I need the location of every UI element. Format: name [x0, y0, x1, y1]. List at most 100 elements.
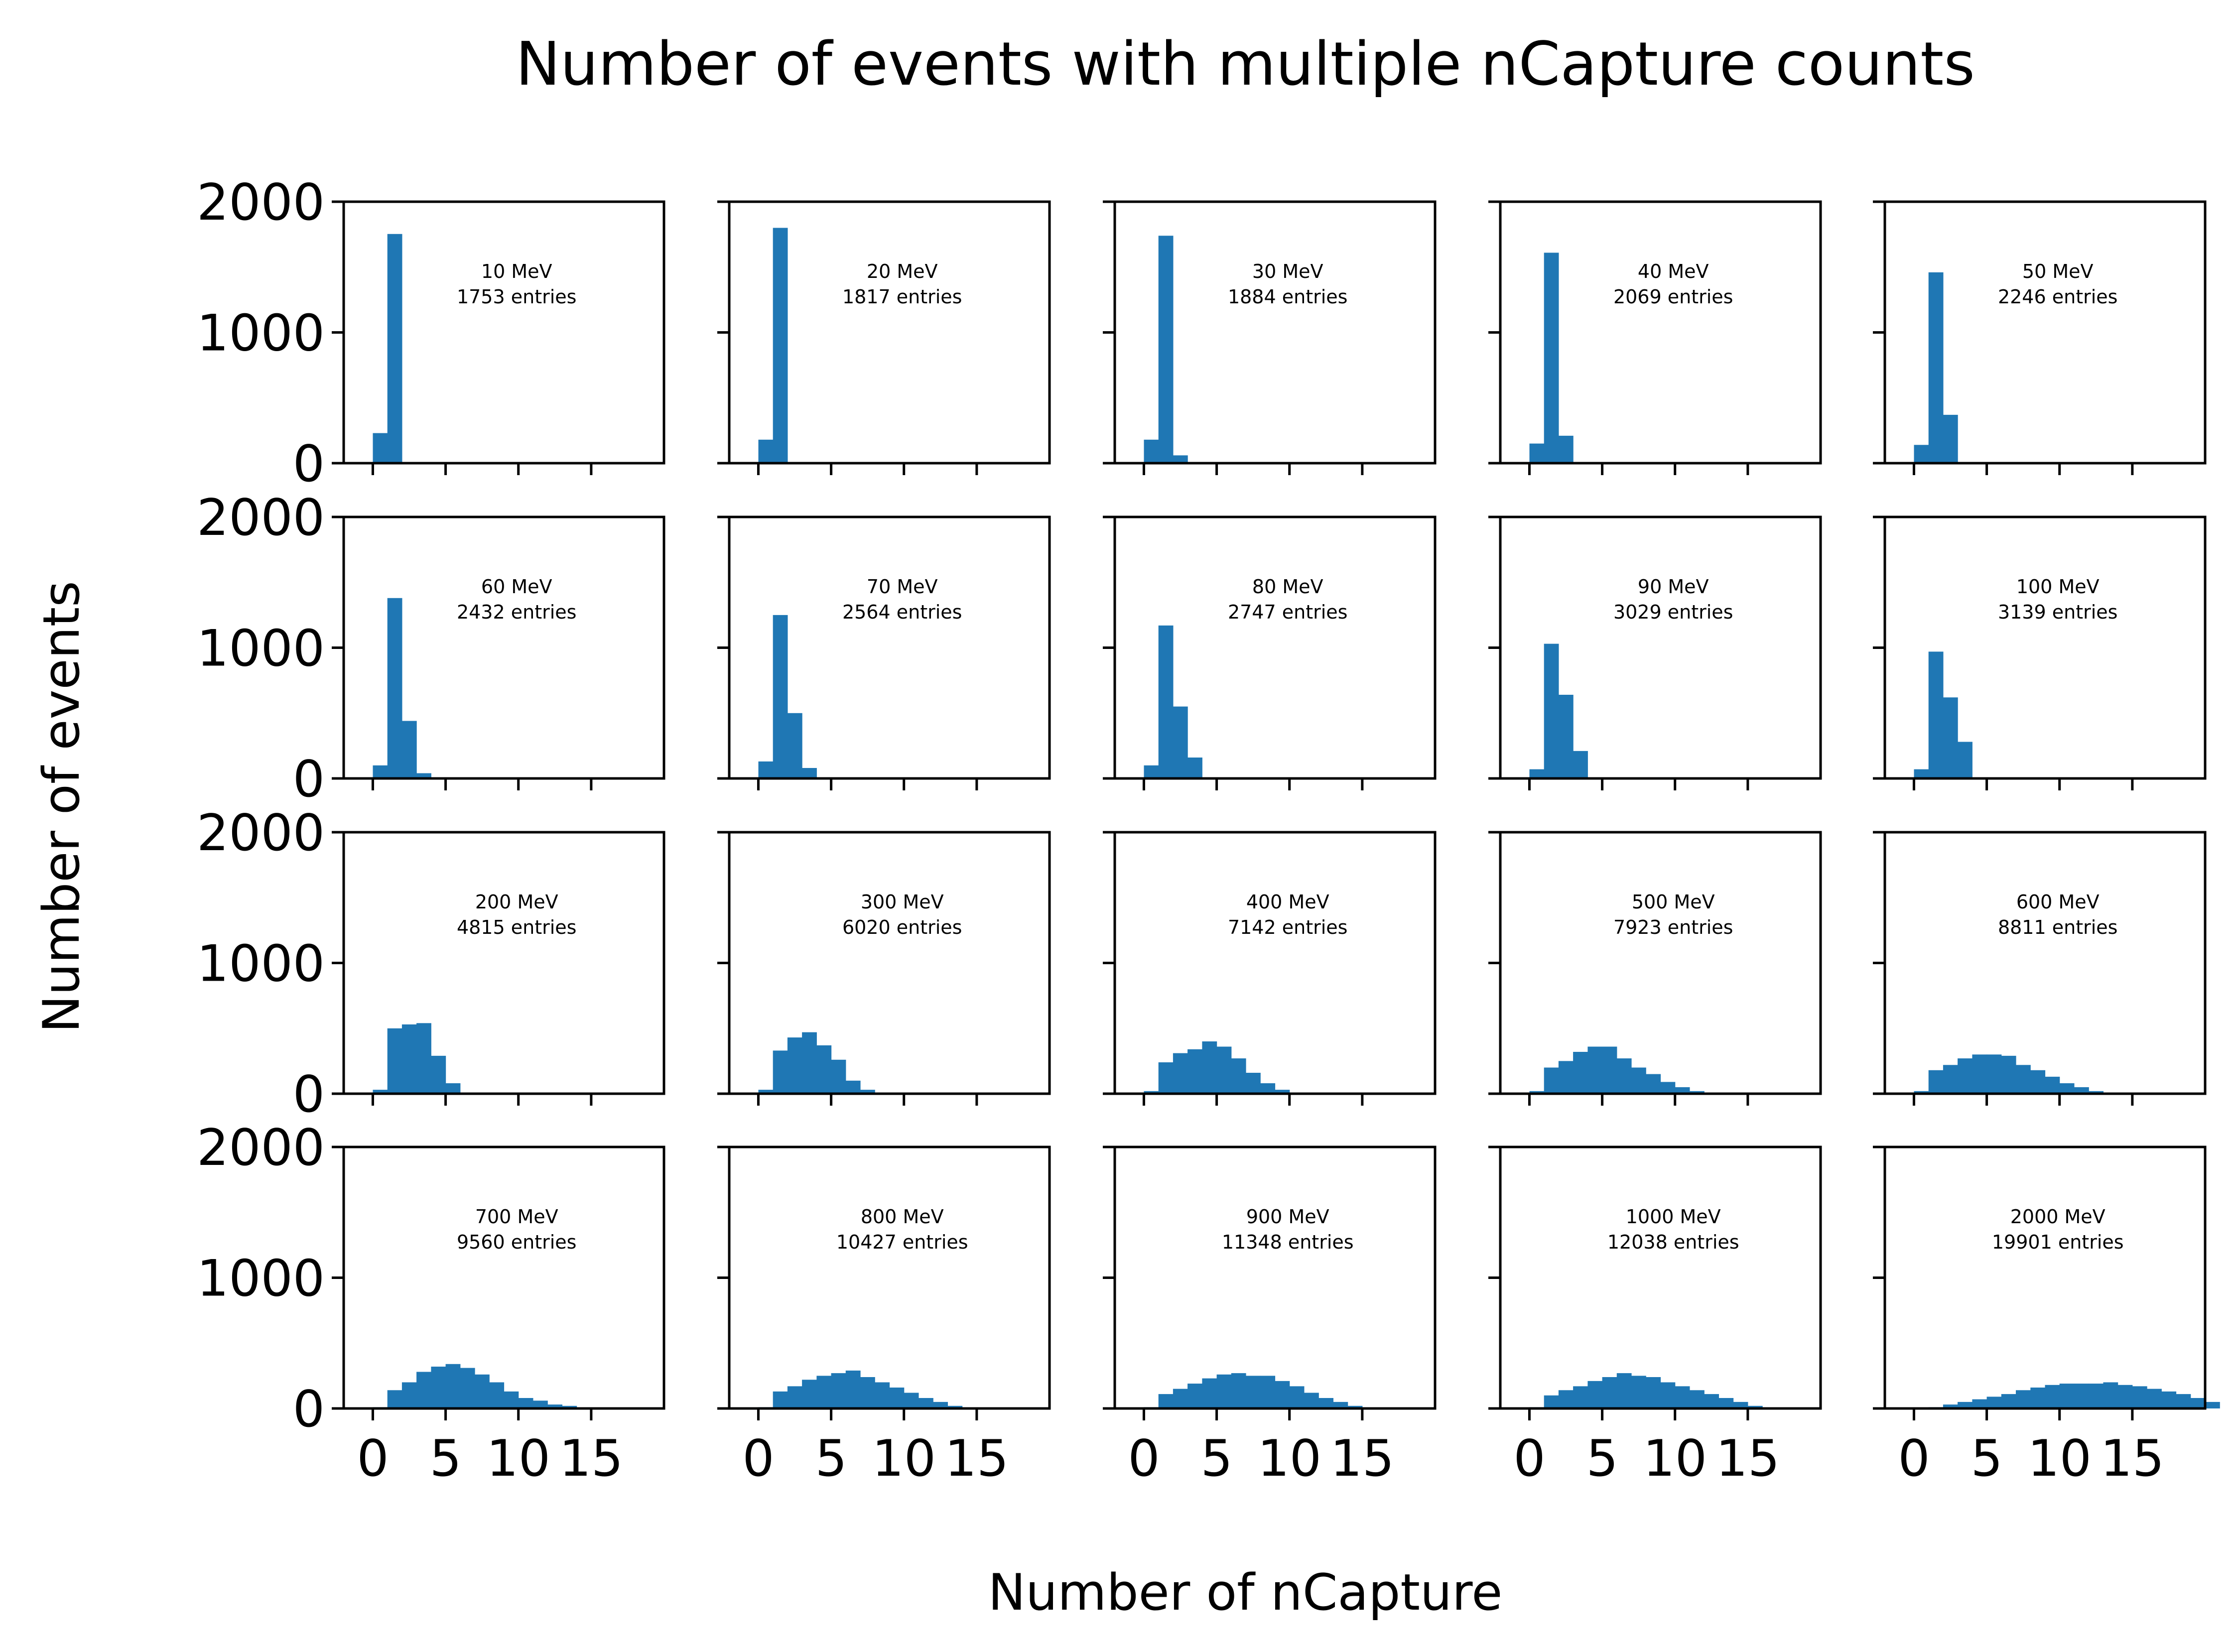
panel-entries-label: 7923 entries [1613, 916, 1733, 938]
histogram-bar [1173, 1053, 1188, 1094]
histogram-bar [831, 1373, 846, 1408]
panel-entries-label: 10427 entries [836, 1231, 968, 1253]
histogram-bar [2016, 1065, 2031, 1094]
panel-entries-label: 1884 entries [1228, 286, 1348, 308]
panel-entries-label: 1753 entries [457, 286, 577, 308]
y-tick-label: 0 [293, 1380, 325, 1438]
histogram-bar [387, 1028, 402, 1094]
histogram-bar [1573, 1052, 1588, 1094]
x-tick-label: 10 [1257, 1429, 1321, 1488]
histogram-panel: 0 1000 2000 60 MeV 2432 entries [197, 488, 665, 808]
panel-energy-label: 30 MeV [1252, 260, 1323, 282]
histogram-panel: 20 MeV 1817 entries [717, 200, 1051, 475]
histogram-bar [1544, 1067, 1559, 1094]
histogram-bar [1529, 1091, 1545, 1094]
histogram-bar [2045, 1076, 2060, 1094]
x-tick-label: 15 [945, 1429, 1009, 1488]
histogram-bar [2045, 1385, 2060, 1409]
histogram-bar [2161, 1391, 2177, 1408]
histogram-bar [387, 234, 402, 463]
histogram-bar [401, 721, 417, 778]
histogram-bar [1347, 1405, 1363, 1409]
histogram-bar [2205, 1401, 2220, 1408]
panel-energy-label: 800 MeV [861, 1206, 944, 1228]
panel-energy-label: 1000 MeV [1626, 1206, 1721, 1228]
histogram-bar [1602, 1046, 1617, 1094]
histogram-bar [1173, 455, 1188, 464]
histogram-panel: 300 MeV 6020 entries [717, 831, 1051, 1106]
panel-energy-label: 90 MeV [1638, 576, 1709, 598]
histogram-bar [1158, 1394, 1174, 1408]
histogram-bar [373, 765, 388, 779]
panel-entries-label: 8811 entries [1998, 916, 2118, 938]
histogram-bar [1675, 1087, 1690, 1094]
histogram-bar [904, 1393, 919, 1408]
histogram-bar [1173, 706, 1188, 778]
histogram-bar [1544, 253, 1559, 463]
histogram-bar [1587, 1046, 1603, 1094]
histogram-bar [773, 1391, 788, 1408]
histogram-bar [1660, 1082, 1676, 1094]
panel-energy-label: 60 MeV [481, 576, 552, 598]
panel-entries-label: 2432 entries [457, 601, 577, 623]
histogram-bar [2132, 1386, 2147, 1408]
panel-entries-label: 4815 entries [457, 916, 577, 938]
panel-entries-label: 1817 entries [842, 286, 962, 308]
x-tick-label: 10 [2027, 1429, 2092, 1488]
histogram-bar [773, 615, 788, 778]
histogram-bar [1675, 1386, 1690, 1408]
histogram-bar [1747, 1405, 1763, 1409]
histogram-panel: 0 5 10 15 1000 MeV 12038 entries [1488, 1145, 1822, 1488]
histogram-bar [1158, 1062, 1174, 1094]
histogram-panel: 600 MeV 8811 entries [1873, 831, 2207, 1106]
x-tick-label: 5 [1971, 1429, 2002, 1488]
panel-entries-label: 12038 entries [1607, 1231, 1739, 1253]
panel-entries-label: 2069 entries [1613, 286, 1733, 308]
histogram-bar [1958, 1401, 1973, 1408]
panel-entries-label: 19901 entries [1992, 1231, 2124, 1253]
histogram-panel: 30 MeV 1884 entries [1103, 200, 1437, 475]
x-tick-label: 15 [559, 1429, 624, 1488]
histogram-bar [2030, 1070, 2046, 1094]
histogram-bar [933, 1401, 948, 1408]
histogram-bar [816, 1045, 832, 1094]
x-tick-label: 15 [2101, 1429, 2165, 1488]
histogram-bar [1986, 1054, 2002, 1094]
histogram-bar [919, 1398, 933, 1408]
histogram-bar [373, 1090, 388, 1094]
histogram-bar [2190, 1398, 2206, 1408]
histogram-bar [1616, 1373, 1632, 1408]
y-tick-label: 0 [293, 1065, 325, 1124]
panel-entries-label: 9560 entries [457, 1231, 577, 1253]
panel-energy-label: 500 MeV [1632, 891, 1715, 913]
histogram-bar [1914, 1091, 1929, 1094]
histogram-bar [1690, 1091, 1705, 1094]
histogram-bar [1173, 1389, 1188, 1408]
axes-frame [1113, 831, 1437, 1095]
histogram-bar [401, 1024, 417, 1094]
histogram-panel: 80 MeV 2747 entries [1103, 515, 1437, 790]
panel-entries-label: 6020 entries [842, 916, 962, 938]
x-tick-label: 10 [486, 1429, 550, 1488]
x-tick-label: 15 [1330, 1429, 1395, 1488]
histogram-bar [758, 761, 774, 778]
histogram-bar [1943, 1404, 1958, 1408]
axes-frame [1883, 1145, 2207, 1410]
panel-energy-label: 40 MeV [1638, 260, 1709, 282]
panel-energy-label: 20 MeV [867, 260, 938, 282]
histogram-bar [1986, 1397, 2002, 1408]
histogram-bar [1943, 697, 1958, 779]
histogram-bar [2147, 1389, 2162, 1408]
y-tick-label: 1000 [197, 619, 325, 678]
histogram-bar [562, 1405, 577, 1409]
histogram-bar [758, 439, 774, 464]
histogram-bar [758, 1090, 774, 1094]
histogram-bar [1144, 439, 1159, 464]
histogram-bar [1529, 443, 1545, 463]
histogram-bar [533, 1400, 548, 1409]
histogram-bar [1914, 445, 1929, 464]
histogram-bar [889, 1388, 905, 1408]
x-tick-label: 5 [1200, 1429, 1232, 1488]
panel-entries-label: 7142 entries [1228, 916, 1348, 938]
